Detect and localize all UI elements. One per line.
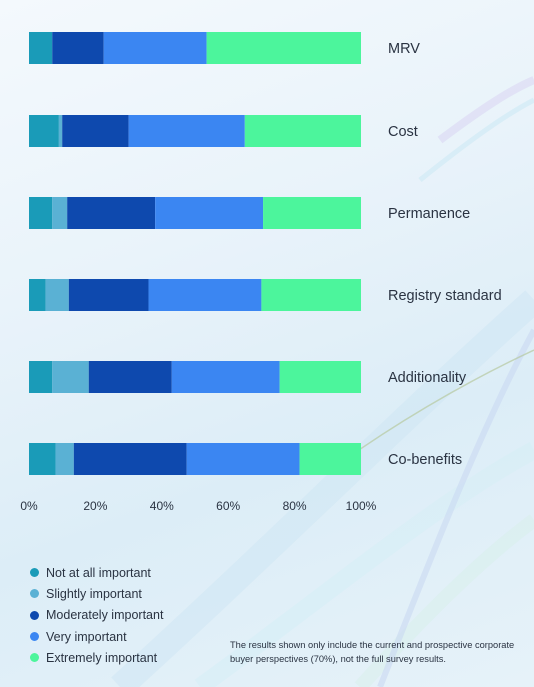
bar-segment-co-benefits-3 — [73, 443, 187, 475]
x-tick-label: 80% — [283, 499, 307, 513]
bar-segment-additionality-2 — [52, 361, 89, 393]
category-label: Additionality — [388, 370, 467, 386]
stacked-bar-chart: MRV Cost Permanence Registry standard Additi… — [20, 32, 502, 513]
category-label: MRV — [388, 41, 420, 57]
x-tick-label: 20% — [83, 499, 107, 513]
bar-segment-mrv-1 — [29, 32, 53, 64]
legend-label: Slightly important — [46, 586, 142, 601]
bar-segment-co-benefits-2 — [55, 443, 74, 475]
bar-segment-additionality-5 — [279, 361, 361, 393]
category-label: Co-benefits — [388, 452, 462, 468]
bar-segment-mrv-5 — [206, 32, 361, 64]
chart-legend: Not at all important Slightly important Mo… — [30, 562, 163, 668]
legend-label: Very important — [46, 629, 127, 644]
legend-swatch — [30, 589, 39, 599]
legend-label: Moderately important — [46, 608, 164, 623]
x-tick-label: 60% — [216, 499, 240, 513]
bar-segment-mrv-4 — [103, 32, 207, 64]
legend-swatch — [30, 632, 39, 642]
footnote: The results shown only include the curre… — [230, 640, 515, 664]
legend-label: Not at all important — [46, 565, 151, 580]
legend-label: Extremely important — [46, 650, 158, 665]
legend-swatch — [30, 610, 39, 620]
category-label: Registry standard — [388, 288, 502, 304]
bar-segment-additionality-1 — [29, 361, 53, 393]
bar-segment-additionality-4 — [171, 361, 280, 393]
bar-segment-co-benefits-4 — [186, 443, 300, 475]
x-tick-label: 100% — [346, 499, 377, 513]
legend-item: Slightly important — [30, 583, 163, 604]
legend-item: Very important — [30, 626, 163, 647]
legend-swatch — [30, 568, 39, 578]
x-tick-label: 40% — [150, 499, 174, 513]
bar-segment-co-benefits-1 — [29, 443, 56, 475]
bar-segment-permanence-5 — [263, 197, 361, 229]
category-label: Cost — [388, 124, 418, 140]
legend-item: Extremely important — [30, 647, 163, 668]
bar-segment-cost-1 — [29, 115, 59, 147]
category-label: Permanence — [388, 206, 470, 222]
bar-segment-additionality-3 — [88, 361, 172, 393]
x-tick-label: 0% — [20, 499, 38, 513]
bar-segment-cost-4 — [128, 115, 245, 147]
bar-segment-permanence-1 — [29, 197, 53, 229]
legend-item: Moderately important — [30, 605, 163, 626]
bar-segment-co-benefits-5 — [299, 443, 361, 475]
bar-segment-registry-standard-5 — [261, 279, 361, 311]
bar-segment-cost-5 — [244, 115, 361, 147]
legend-swatch — [30, 653, 39, 663]
bar-segment-registry-standard-1 — [29, 279, 46, 311]
bar-segment-permanence-3 — [67, 197, 156, 229]
bar-segment-registry-standard-3 — [68, 279, 149, 311]
bar-segment-cost-2 — [58, 115, 63, 147]
bar-segment-registry-standard-2 — [45, 279, 69, 311]
legend-item: Not at all important — [30, 562, 163, 583]
bar-segment-permanence-4 — [155, 197, 264, 229]
bar-segment-registry-standard-4 — [148, 279, 262, 311]
bar-segment-permanence-2 — [52, 197, 68, 229]
bar-segment-mrv-3 — [52, 32, 104, 64]
bar-segment-cost-3 — [62, 115, 129, 147]
